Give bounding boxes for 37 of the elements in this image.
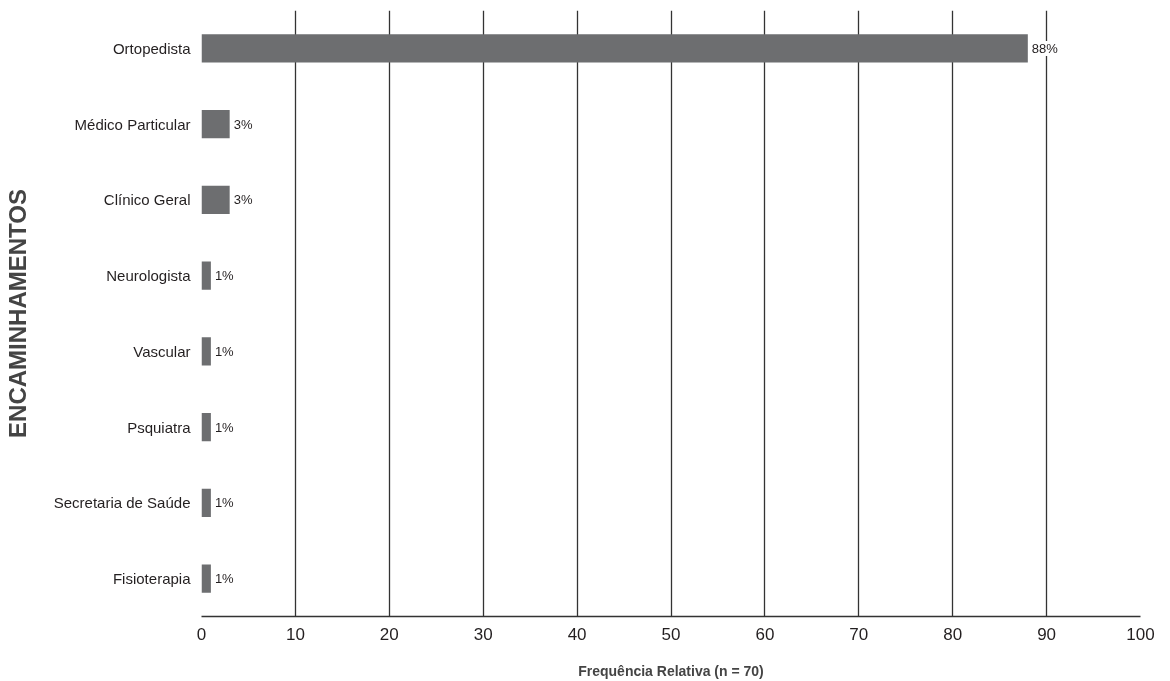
x-tick-label: 80 — [943, 624, 963, 644]
x-tick-label: 100 — [1126, 624, 1155, 644]
bar — [201, 337, 211, 366]
y-tick-label: Neurologista — [106, 267, 192, 285]
data-label: 3% — [233, 116, 253, 132]
data-label: 88% — [1031, 40, 1059, 56]
y-tick-label: Clínico Geral — [103, 191, 191, 209]
data-label: 3% — [233, 192, 253, 208]
bar — [201, 564, 211, 593]
data-label: 1% — [214, 495, 235, 511]
y-tick-label: Ortopedista — [112, 39, 192, 57]
bar — [201, 261, 211, 290]
y-tick-label: Vascular — [133, 342, 191, 360]
bar — [201, 185, 230, 214]
x-tick-label: 20 — [379, 624, 399, 644]
y-tick-label: Médico Particular — [74, 115, 191, 133]
x-tick-label: 10 — [285, 624, 305, 644]
x-tick-label: 70 — [849, 624, 869, 644]
y-tick-label: Secretaria de Saúde — [53, 494, 191, 512]
data-label: 1% — [214, 268, 235, 284]
y-tick-label: Fisioterapia — [112, 570, 192, 588]
data-label: 1% — [214, 343, 235, 359]
x-tick-label: 30 — [473, 624, 493, 644]
x-tick-label: 90 — [1037, 624, 1057, 644]
y-axis-title: ENCAMINHAMENTOS — [3, 189, 31, 438]
x-tick-label: 60 — [755, 624, 775, 644]
bar — [201, 110, 230, 139]
bar — [201, 413, 211, 442]
x-tick-label: 50 — [661, 624, 681, 644]
data-label: 1% — [214, 571, 235, 587]
x-tick-label: 40 — [567, 624, 587, 644]
x-axis-title: Frequência Relativa (n = 70) — [578, 662, 764, 679]
y-tick-label: Psquiatra — [127, 418, 192, 436]
x-tick-label: 0 — [196, 624, 207, 644]
data-label: 1% — [214, 419, 235, 435]
bar — [201, 488, 211, 517]
bar — [201, 34, 1028, 63]
